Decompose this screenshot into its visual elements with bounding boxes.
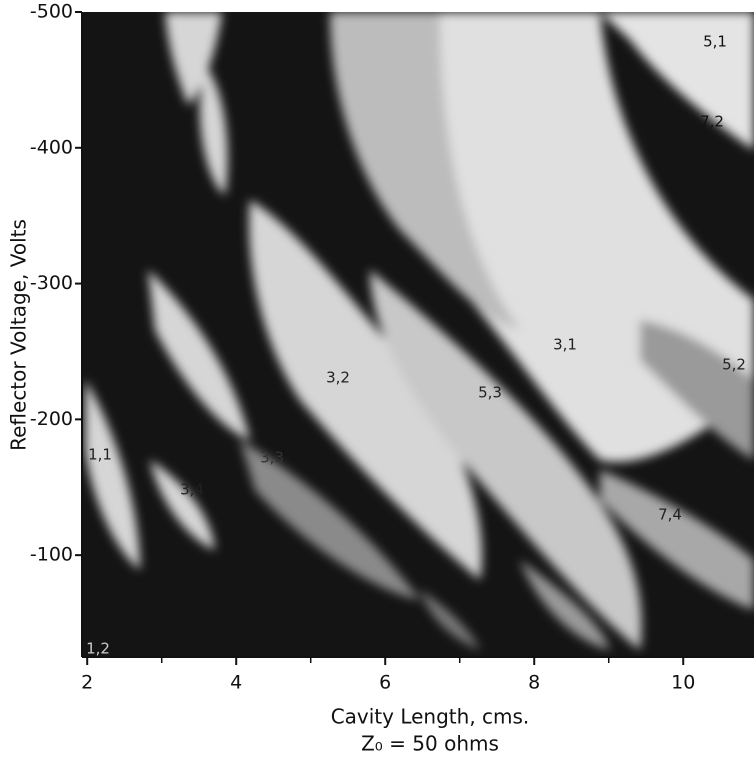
mode-label: 5,1 bbox=[703, 33, 727, 51]
mode-region bbox=[165, 12, 222, 105]
mode-region bbox=[640, 320, 754, 460]
x-tick-label: 2 bbox=[81, 672, 93, 694]
x-tick-label: 8 bbox=[528, 672, 540, 694]
x-tick-label: 10 bbox=[671, 672, 695, 694]
mode-label: 7,2 bbox=[700, 113, 724, 131]
mode-region bbox=[240, 440, 420, 600]
mode-label: 3,3 bbox=[260, 449, 284, 467]
mode-regions bbox=[85, 12, 754, 650]
mode-label: 3,2 bbox=[326, 369, 350, 387]
x-tick-label: 4 bbox=[230, 672, 242, 694]
mode-label: 1,1 bbox=[88, 446, 112, 464]
y-tick-label: -500 bbox=[30, 1, 73, 23]
y-tick-label: -200 bbox=[30, 408, 73, 430]
mode-region bbox=[199, 65, 228, 195]
mode-region bbox=[600, 12, 754, 150]
x-tick-label: 6 bbox=[379, 672, 391, 694]
mode-region bbox=[600, 470, 754, 610]
mode-label: 5,3 bbox=[478, 384, 502, 402]
mode-label: 1,2 bbox=[86, 640, 110, 658]
y-tick-label: -400 bbox=[30, 136, 73, 158]
y-tick-label: -100 bbox=[30, 544, 73, 566]
mode-region bbox=[249, 200, 482, 580]
y-tick-label: -300 bbox=[30, 272, 73, 294]
subtitle: Z₀ = 50 ohms bbox=[361, 732, 499, 756]
mode-label: 3,1 bbox=[553, 336, 577, 354]
mode-region bbox=[520, 560, 610, 650]
mode-region bbox=[85, 380, 140, 570]
x-axis-label: Cavity Length, cms. bbox=[331, 705, 530, 729]
mode-label: 5,2 bbox=[722, 356, 746, 374]
mode-label: 7,4 bbox=[658, 506, 682, 524]
mode-region bbox=[150, 460, 215, 550]
mode-region bbox=[148, 270, 250, 440]
mode-label: 3,4 bbox=[180, 481, 204, 499]
y-axis-label: Reflector Voltage, Volts bbox=[7, 219, 31, 451]
mode-region bbox=[370, 270, 642, 650]
mode-region bbox=[420, 590, 480, 650]
mode-region bbox=[330, 12, 520, 330]
